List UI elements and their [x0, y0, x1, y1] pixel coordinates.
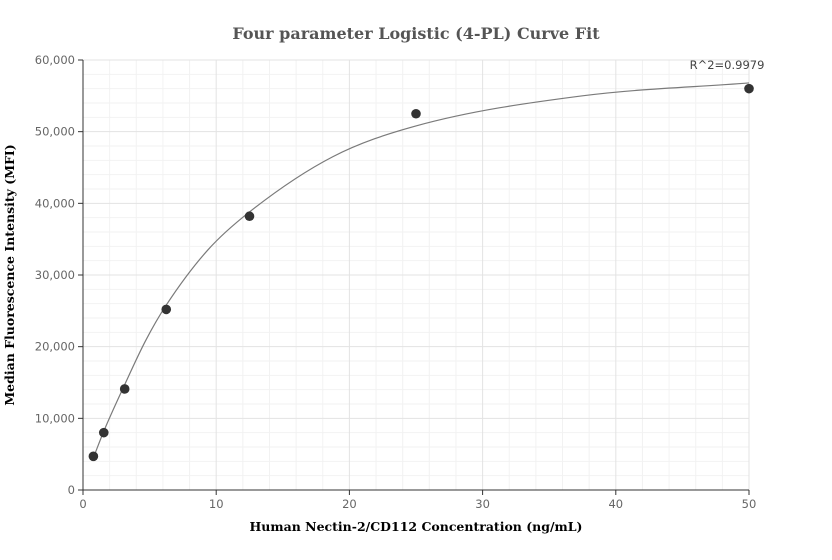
data-point: [411, 108, 421, 119]
tick-labels: 0 10 20 30 40 50 0 10,000 20,000 30,000 40,000 50,0…: [35, 53, 757, 511]
x-tick-label: 30: [475, 497, 490, 511]
data-point: [244, 211, 255, 222]
y-tick-label: 10,000: [35, 411, 75, 425]
data-point: [744, 83, 754, 94]
data-point: [98, 427, 109, 438]
x-tick-label: 10: [209, 497, 224, 511]
y-tick-label: 30,000: [35, 268, 75, 282]
r-squared-annotation: R^2=0.9979: [690, 58, 765, 72]
y-tick-label: 0: [68, 483, 75, 497]
x-tick-label: 20: [342, 497, 357, 511]
axes: [78, 59, 750, 495]
chart-title: Four parameter Logistic (4-PL) Curve Fit: [232, 24, 600, 43]
data-point: [119, 384, 130, 394]
y-tick-label: 50,000: [35, 125, 75, 139]
data-point: [88, 451, 99, 462]
y-tick-label: 20,000: [35, 340, 75, 354]
x-tick-label: 40: [608, 497, 623, 511]
x-tick-label: 0: [79, 497, 86, 511]
fit-curve-layer: [92, 82, 750, 458]
data-points: [88, 83, 754, 462]
y-tick-label: 60,000: [35, 53, 75, 67]
grid: [83, 59, 750, 490]
y-axis-title: Median Fluorescence Intensity (MFI): [2, 144, 17, 405]
y-tick-label: 40,000: [35, 196, 75, 210]
x-axis-title: Human Nectin-2/CD112 Concentration (ng/m…: [250, 519, 583, 534]
data-point: [161, 304, 172, 315]
fit-curve: [92, 82, 750, 458]
x-tick-label: 50: [742, 497, 757, 511]
